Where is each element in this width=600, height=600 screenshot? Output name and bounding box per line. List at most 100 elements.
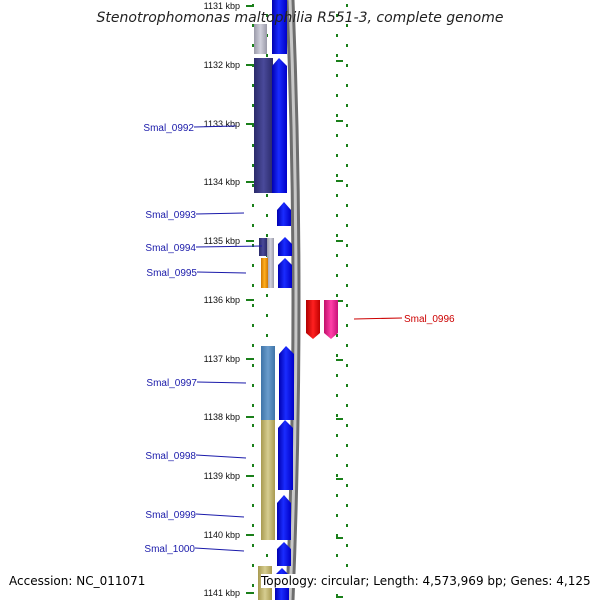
track-dot [252, 244, 254, 247]
right-major-tick [336, 180, 343, 182]
blue-arrow [272, 58, 287, 193]
track-dot [252, 224, 254, 227]
right-major-tick [336, 240, 343, 242]
gene-block-smal-0992 [254, 58, 273, 193]
leader-line-smal-0995 [196, 271, 247, 274]
track-dot [336, 194, 338, 197]
track-dot [252, 144, 254, 147]
ruler-tick-label: 1140 kbp [204, 530, 240, 540]
gene-block-smal-0995 [261, 258, 268, 288]
track-dot [346, 24, 348, 27]
right-major-tick [336, 478, 343, 480]
track-dot [266, 194, 268, 197]
track-dot [252, 464, 254, 467]
track-dot [346, 144, 348, 147]
gene-block-smal-0997 [261, 346, 275, 420]
blue-arrow-smal-1000 [277, 542, 291, 566]
leader-line-smal-0993 [195, 212, 245, 215]
gene-label-smal-0996[interactable]: Smal_0996 [404, 314, 455, 325]
ruler-tick-label: 1141 kbp [204, 588, 240, 598]
track-dot [346, 444, 348, 447]
gene-label-smal-0999[interactable]: Smal_0999 [145, 510, 196, 521]
track-dot [252, 124, 254, 127]
track-dot [336, 214, 338, 217]
track-dot [346, 324, 348, 327]
track-dot [252, 504, 254, 507]
track-dot [252, 44, 254, 47]
track-dot [336, 134, 338, 137]
track-dot [336, 294, 338, 297]
track-dot [346, 124, 348, 127]
track-dot [336, 234, 338, 237]
track-dot [346, 524, 348, 527]
blue-arrow-smal-0993 [277, 202, 291, 226]
gene-block-grey-small [267, 238, 274, 288]
track-dot [346, 484, 348, 487]
gene-block-smal-0994 [259, 238, 267, 256]
ruler-tick [246, 5, 254, 7]
ruler-tick-label: 1133 kbp [204, 119, 240, 129]
track-dot [346, 224, 348, 227]
track-dot [346, 404, 348, 407]
ruler-tick [246, 475, 254, 477]
ruler-tick [246, 64, 254, 66]
ruler-tick [246, 299, 254, 301]
track-dot [252, 444, 254, 447]
ruler-tick-label: 1134 kbp [204, 177, 240, 187]
gene-label-smal-0992[interactable]: Smal_0992 [143, 123, 194, 134]
track-dot [346, 244, 348, 247]
track-dot [252, 84, 254, 87]
track-dot [346, 364, 348, 367]
track-dot [336, 254, 338, 257]
gene-labels: Smal_0992 Smal_0993 Smal_0994 Smal_0995 Smal… [143, 123, 455, 555]
track-dot [336, 114, 338, 117]
gene-label-smal-0995[interactable]: Smal_0995 [146, 268, 197, 279]
gene-label-smal-0994[interactable]: Smal_0994 [145, 243, 196, 254]
track-dot [346, 184, 348, 187]
ruler-tick-label: 1132 kbp [204, 60, 240, 70]
track-dot [346, 344, 348, 347]
track-dot [252, 324, 254, 327]
right-major-tick [336, 596, 343, 598]
track-dot [252, 164, 254, 167]
track-dot [252, 424, 254, 427]
track-dot [266, 314, 268, 317]
gene-label-smal-0997[interactable]: Smal_0997 [146, 378, 197, 389]
track-dot [336, 354, 338, 357]
track-dot [336, 274, 338, 277]
track-dot [336, 34, 338, 37]
forward-strand-track [272, 0, 294, 600]
track-dot [252, 584, 254, 587]
track-dot [346, 304, 348, 307]
gene-label-smal-0993[interactable]: Smal_0993 [145, 210, 196, 221]
ruler-tick [246, 416, 254, 418]
kbp-ruler: 1131 kbp 1132 kbp 1133 kbp 1134 kbp 1135 kbp… [204, 1, 254, 598]
track-dot [252, 264, 254, 267]
right-major-tick [336, 537, 343, 539]
track-dot [252, 404, 254, 407]
gene-label-smal-1000[interactable]: Smal_1000 [144, 544, 195, 555]
track-dot [346, 104, 348, 107]
track-dot [336, 14, 338, 17]
track-dot [336, 494, 338, 497]
gene-block-grey [254, 24, 267, 54]
track-dot [266, 294, 268, 297]
track-dot [266, 14, 268, 17]
accession-text: Accession: NC_011071 [9, 574, 146, 588]
track-dot [336, 54, 338, 57]
track-dot [252, 484, 254, 487]
track-dot [252, 24, 254, 27]
track-dot [336, 474, 338, 477]
gene-label-smal-0998[interactable]: Smal_0998 [145, 451, 196, 462]
track-dot [346, 424, 348, 427]
track-dot [336, 594, 338, 597]
track-dot [346, 64, 348, 67]
track-dot [336, 154, 338, 157]
red-arrow [306, 300, 320, 339]
track-dot [336, 374, 338, 377]
ruler-tick-label: 1135 kbp [204, 236, 240, 246]
track-dot [252, 544, 254, 547]
track-dot [266, 234, 268, 237]
track-dot [252, 364, 254, 367]
ruler-tick-label: 1131 kbp [204, 1, 240, 11]
